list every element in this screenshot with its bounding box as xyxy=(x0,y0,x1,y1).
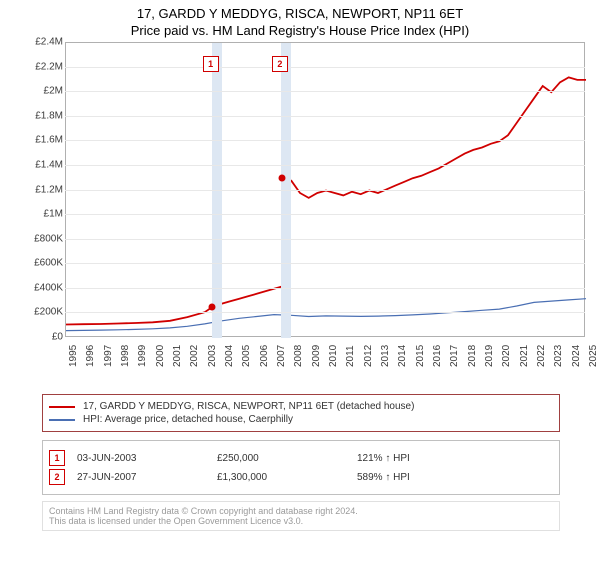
sales-marker: 2 xyxy=(49,469,65,485)
legend-box: 17, GARDD Y MEDDYG, RISCA, NEWPORT, NP11… xyxy=(42,394,560,432)
x-axis-label: 2023 xyxy=(553,345,564,367)
title-line-2: Price paid vs. HM Land Registry's House … xyxy=(0,23,600,38)
x-axis-label: 2009 xyxy=(311,345,322,367)
legend-label: HPI: Average price, detached house, Caer… xyxy=(83,414,293,425)
sales-date: 03-JUN-2003 xyxy=(77,453,217,464)
x-axis-label: 2014 xyxy=(397,345,408,367)
chart-container: 17, GARDD Y MEDDYG, RISCA, NEWPORT, NP11… xyxy=(0,6,600,566)
x-axis-label: 2015 xyxy=(415,345,426,367)
x-axis-label: 2022 xyxy=(536,345,547,367)
title-line-1: 17, GARDD Y MEDDYG, RISCA, NEWPORT, NP11… xyxy=(0,6,600,21)
y-axis-label: £2M xyxy=(25,86,63,97)
x-axis-label: 2003 xyxy=(207,345,218,367)
x-axis-label: 2010 xyxy=(328,345,339,367)
legend-label: 17, GARDD Y MEDDYG, RISCA, NEWPORT, NP11… xyxy=(83,401,414,412)
footer-box: Contains HM Land Registry data © Crown c… xyxy=(42,501,560,531)
highlight-band xyxy=(212,43,222,338)
x-axis-label: 1998 xyxy=(120,345,131,367)
x-axis-label: 2018 xyxy=(467,345,478,367)
legend-row: 17, GARDD Y MEDDYG, RISCA, NEWPORT, NP11… xyxy=(49,401,553,412)
x-axis-label: 1999 xyxy=(137,345,148,367)
x-axis-label: 2011 xyxy=(345,345,356,367)
footer-line-2: This data is licensed under the Open Gov… xyxy=(49,516,553,526)
y-axis-label: £0 xyxy=(25,332,63,343)
y-axis-label: £1.4M xyxy=(25,159,63,170)
gridline-h xyxy=(65,214,585,215)
x-axis-label: 2007 xyxy=(276,345,287,367)
gridline-h xyxy=(65,190,585,191)
x-axis-label: 2019 xyxy=(484,345,495,367)
x-axis-label: 2008 xyxy=(293,345,304,367)
legend-swatch xyxy=(49,419,75,421)
gridline-h xyxy=(65,288,585,289)
x-axis-label: 2004 xyxy=(224,345,235,367)
chart-marker: 1 xyxy=(203,56,219,72)
x-axis-label: 2013 xyxy=(380,345,391,367)
gridline-h xyxy=(65,91,585,92)
sales-price: £250,000 xyxy=(217,453,357,464)
sales-marker: 1 xyxy=(49,450,65,466)
gridline-h xyxy=(65,116,585,117)
x-axis-label: 2002 xyxy=(189,345,200,367)
gridline-h xyxy=(65,67,585,68)
sales-price: £1,300,000 xyxy=(217,472,357,483)
y-axis-label: £2.4M xyxy=(25,37,63,48)
y-axis-label: £600K xyxy=(25,258,63,269)
gridline-h xyxy=(65,140,585,141)
sales-row: 2 27-JUN-2007£1,300,000589% ↑ HPI xyxy=(49,469,553,485)
highlight-band xyxy=(281,43,291,338)
x-axis-label: 2005 xyxy=(241,345,252,367)
legend-swatch xyxy=(49,406,75,408)
x-axis-label: 1996 xyxy=(85,345,96,367)
x-axis-label: 2024 xyxy=(571,345,582,367)
gridline-h xyxy=(65,239,585,240)
y-axis-label: £200K xyxy=(25,307,63,318)
sales-ratio: 121% ↑ HPI xyxy=(357,453,553,464)
x-axis-label: 2006 xyxy=(259,345,270,367)
sale-point xyxy=(279,175,286,182)
y-axis-label: £2.2M xyxy=(25,61,63,72)
gridline-h xyxy=(65,165,585,166)
footer-line-1: Contains HM Land Registry data © Crown c… xyxy=(49,506,553,516)
legend-row: HPI: Average price, detached house, Caer… xyxy=(49,414,553,425)
x-axis-label: 2016 xyxy=(432,345,443,367)
x-axis-label: 2021 xyxy=(519,345,530,367)
plot-svg xyxy=(66,43,586,338)
y-axis-label: £1.2M xyxy=(25,184,63,195)
series-hpi xyxy=(66,299,586,331)
sales-date: 27-JUN-2007 xyxy=(77,472,217,483)
x-axis-label: 2001 xyxy=(172,345,183,367)
x-axis-label: 1997 xyxy=(103,345,114,367)
y-axis-label: £1M xyxy=(25,209,63,220)
x-axis-label: 2000 xyxy=(155,345,166,367)
chart-area: £0 £200K £400K £600K £800K £1M £1.2M £1.4M £1.6M… xyxy=(25,42,585,362)
gridline-h xyxy=(65,312,585,313)
x-axis-label: 2017 xyxy=(449,345,460,367)
sales-ratio: 589% ↑ HPI xyxy=(357,472,553,483)
y-axis-label: £400K xyxy=(25,282,63,293)
y-axis-label: £1.8M xyxy=(25,110,63,121)
x-axis-label: 2025 xyxy=(588,345,599,367)
y-axis-label: £1.6M xyxy=(25,135,63,146)
chart-marker: 2 xyxy=(272,56,288,72)
gridline-h xyxy=(65,263,585,264)
y-axis-label: £800K xyxy=(25,233,63,244)
x-axis-label: 2020 xyxy=(501,345,512,367)
sales-table: 1 03-JUN-2003£250,000121% ↑ HPI 2 27-JUN-20… xyxy=(42,440,560,495)
x-axis-label: 1995 xyxy=(68,345,79,367)
sale-point xyxy=(208,304,215,311)
sales-row: 1 03-JUN-2003£250,000121% ↑ HPI xyxy=(49,450,553,466)
x-axis-label: 2012 xyxy=(363,345,374,367)
